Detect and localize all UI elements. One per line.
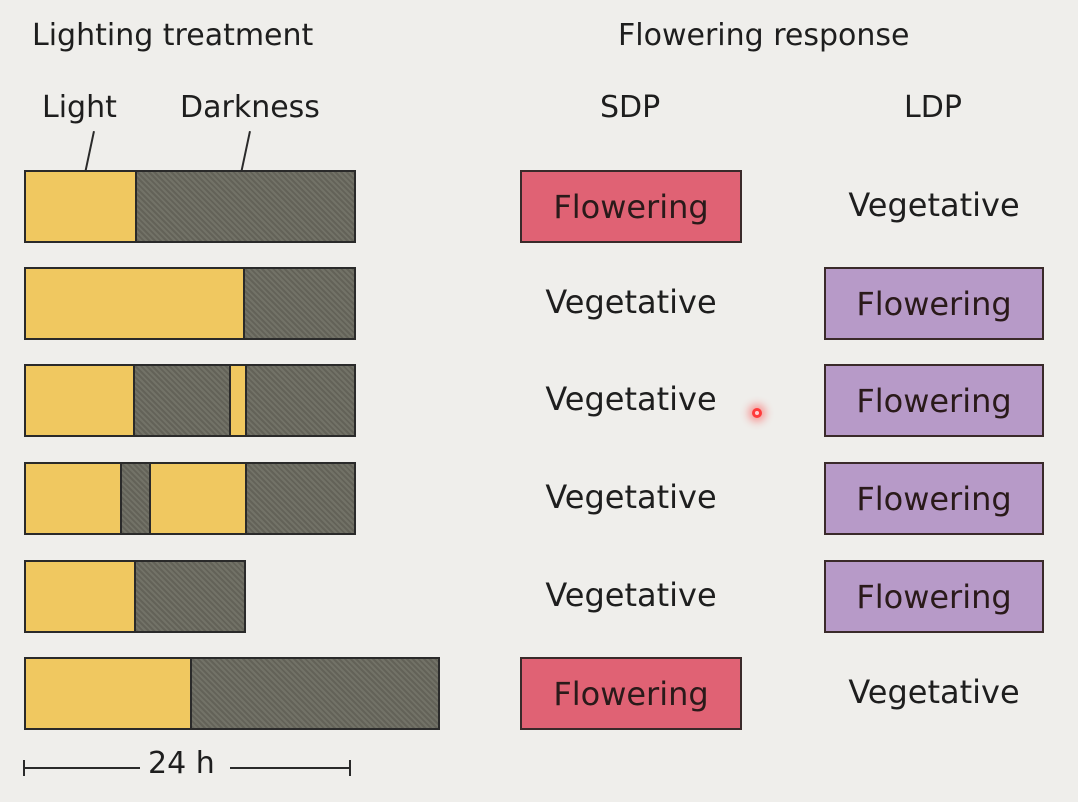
- darkness-label: Darkness: [180, 90, 320, 125]
- lighting-bar-row-4: [24, 462, 356, 535]
- lighting-bar-row-6: [24, 657, 440, 730]
- sdp-response-label: Flowering: [553, 187, 709, 226]
- sdp-vegetative-label-row-2: Vegetative: [545, 283, 717, 321]
- ldp-vegetative-label-row-6: Vegetative: [848, 673, 1020, 711]
- lighting-treatment-title: Lighting treatment: [32, 18, 314, 53]
- light-period-segment: [26, 172, 135, 241]
- ldp-flowering-box-row-5: Flowering: [824, 560, 1044, 633]
- ldp-flowering-box-row-4: Flowering: [824, 462, 1044, 535]
- sdp-flowering-box-row-1: Flowering: [520, 170, 742, 243]
- dark-period-segment: [190, 659, 438, 728]
- dark-period-segment: [134, 562, 244, 631]
- sdp-vegetative-label-row-5: Vegetative: [545, 576, 717, 614]
- lighting-bar-row-3: [24, 364, 356, 437]
- dark-period-segment: [133, 366, 230, 435]
- dark-period-segment: [243, 269, 354, 338]
- dark-period-segment: [244, 464, 354, 533]
- flowering-response-title: Flowering response: [618, 18, 910, 53]
- dark-period-segment: [244, 366, 354, 435]
- scale-line-left: [23, 767, 140, 769]
- light-period-segment: [148, 464, 245, 533]
- sdp-vegetative-label-row-4: Vegetative: [545, 478, 717, 516]
- ldp-flowering-box-row-3: Flowering: [824, 364, 1044, 437]
- lighting-bar-row-5: [24, 560, 246, 633]
- light-label: Light: [42, 90, 117, 125]
- light-period-segment: [26, 659, 190, 728]
- scale-tick-right: [349, 760, 351, 776]
- sdp-vegetative-label-row-3: Vegetative: [545, 380, 717, 418]
- ldp-response-label: Flowering: [856, 577, 1012, 616]
- ldp-vegetative-label-row-1: Vegetative: [848, 186, 1020, 224]
- light-period-segment: [229, 366, 245, 435]
- ldp-response-label: Flowering: [856, 284, 1012, 323]
- sdp-flowering-box-row-6: Flowering: [520, 657, 742, 730]
- dark-period-segment: [119, 464, 149, 533]
- sdp-response-label: Flowering: [553, 674, 709, 713]
- scale-label: 24 h: [148, 746, 215, 781]
- lighting-bar-row-2: [24, 267, 356, 340]
- light-period-segment: [26, 269, 244, 338]
- ldp-response-label: Flowering: [856, 381, 1012, 420]
- ldp-response-label: Flowering: [856, 479, 1012, 518]
- lighting-bar-row-1: [24, 170, 356, 243]
- cursor-pointer-icon: [752, 408, 762, 418]
- sdp-header: SDP: [600, 90, 661, 125]
- scale-line-right: [230, 767, 350, 769]
- dark-period-segment: [134, 172, 354, 241]
- light-period-segment: [26, 366, 134, 435]
- ldp-header: LDP: [904, 90, 962, 125]
- light-period-segment: [26, 562, 134, 631]
- light-period-segment: [26, 464, 120, 533]
- ldp-flowering-box-row-2: Flowering: [824, 267, 1044, 340]
